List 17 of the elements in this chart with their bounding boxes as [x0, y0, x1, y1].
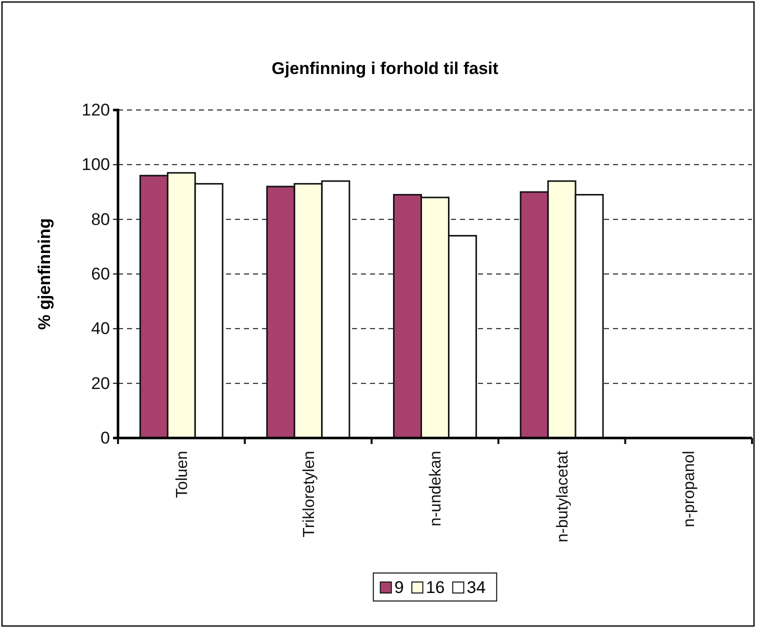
legend-label: 34 [466, 578, 486, 597]
y-tick-label: 120 [82, 100, 110, 120]
y-tick-label: 0 [100, 428, 110, 448]
y-tick-label: 60 [91, 264, 110, 284]
x-tick-label: n-undekan [428, 450, 445, 526]
x-tick-label: Toluen [174, 450, 191, 498]
x-tick-label: n-butylacetat [554, 450, 572, 542]
y-tick-label: 20 [91, 374, 110, 393]
legend-label: 9 [394, 578, 404, 597]
chart-title: Gjenfinning i forhold til fasit [272, 59, 499, 78]
legend-label: 16 [426, 578, 445, 597]
y-axis-title: % gjenfinning [35, 218, 54, 330]
x-tick-label: n-propanol [681, 450, 698, 528]
y-tick-label: 40 [91, 319, 110, 338]
y-tick-label: 100 [82, 155, 110, 174]
x-tick-label: Trikloretylen [300, 450, 318, 538]
y-tick-label: 80 [91, 210, 110, 229]
